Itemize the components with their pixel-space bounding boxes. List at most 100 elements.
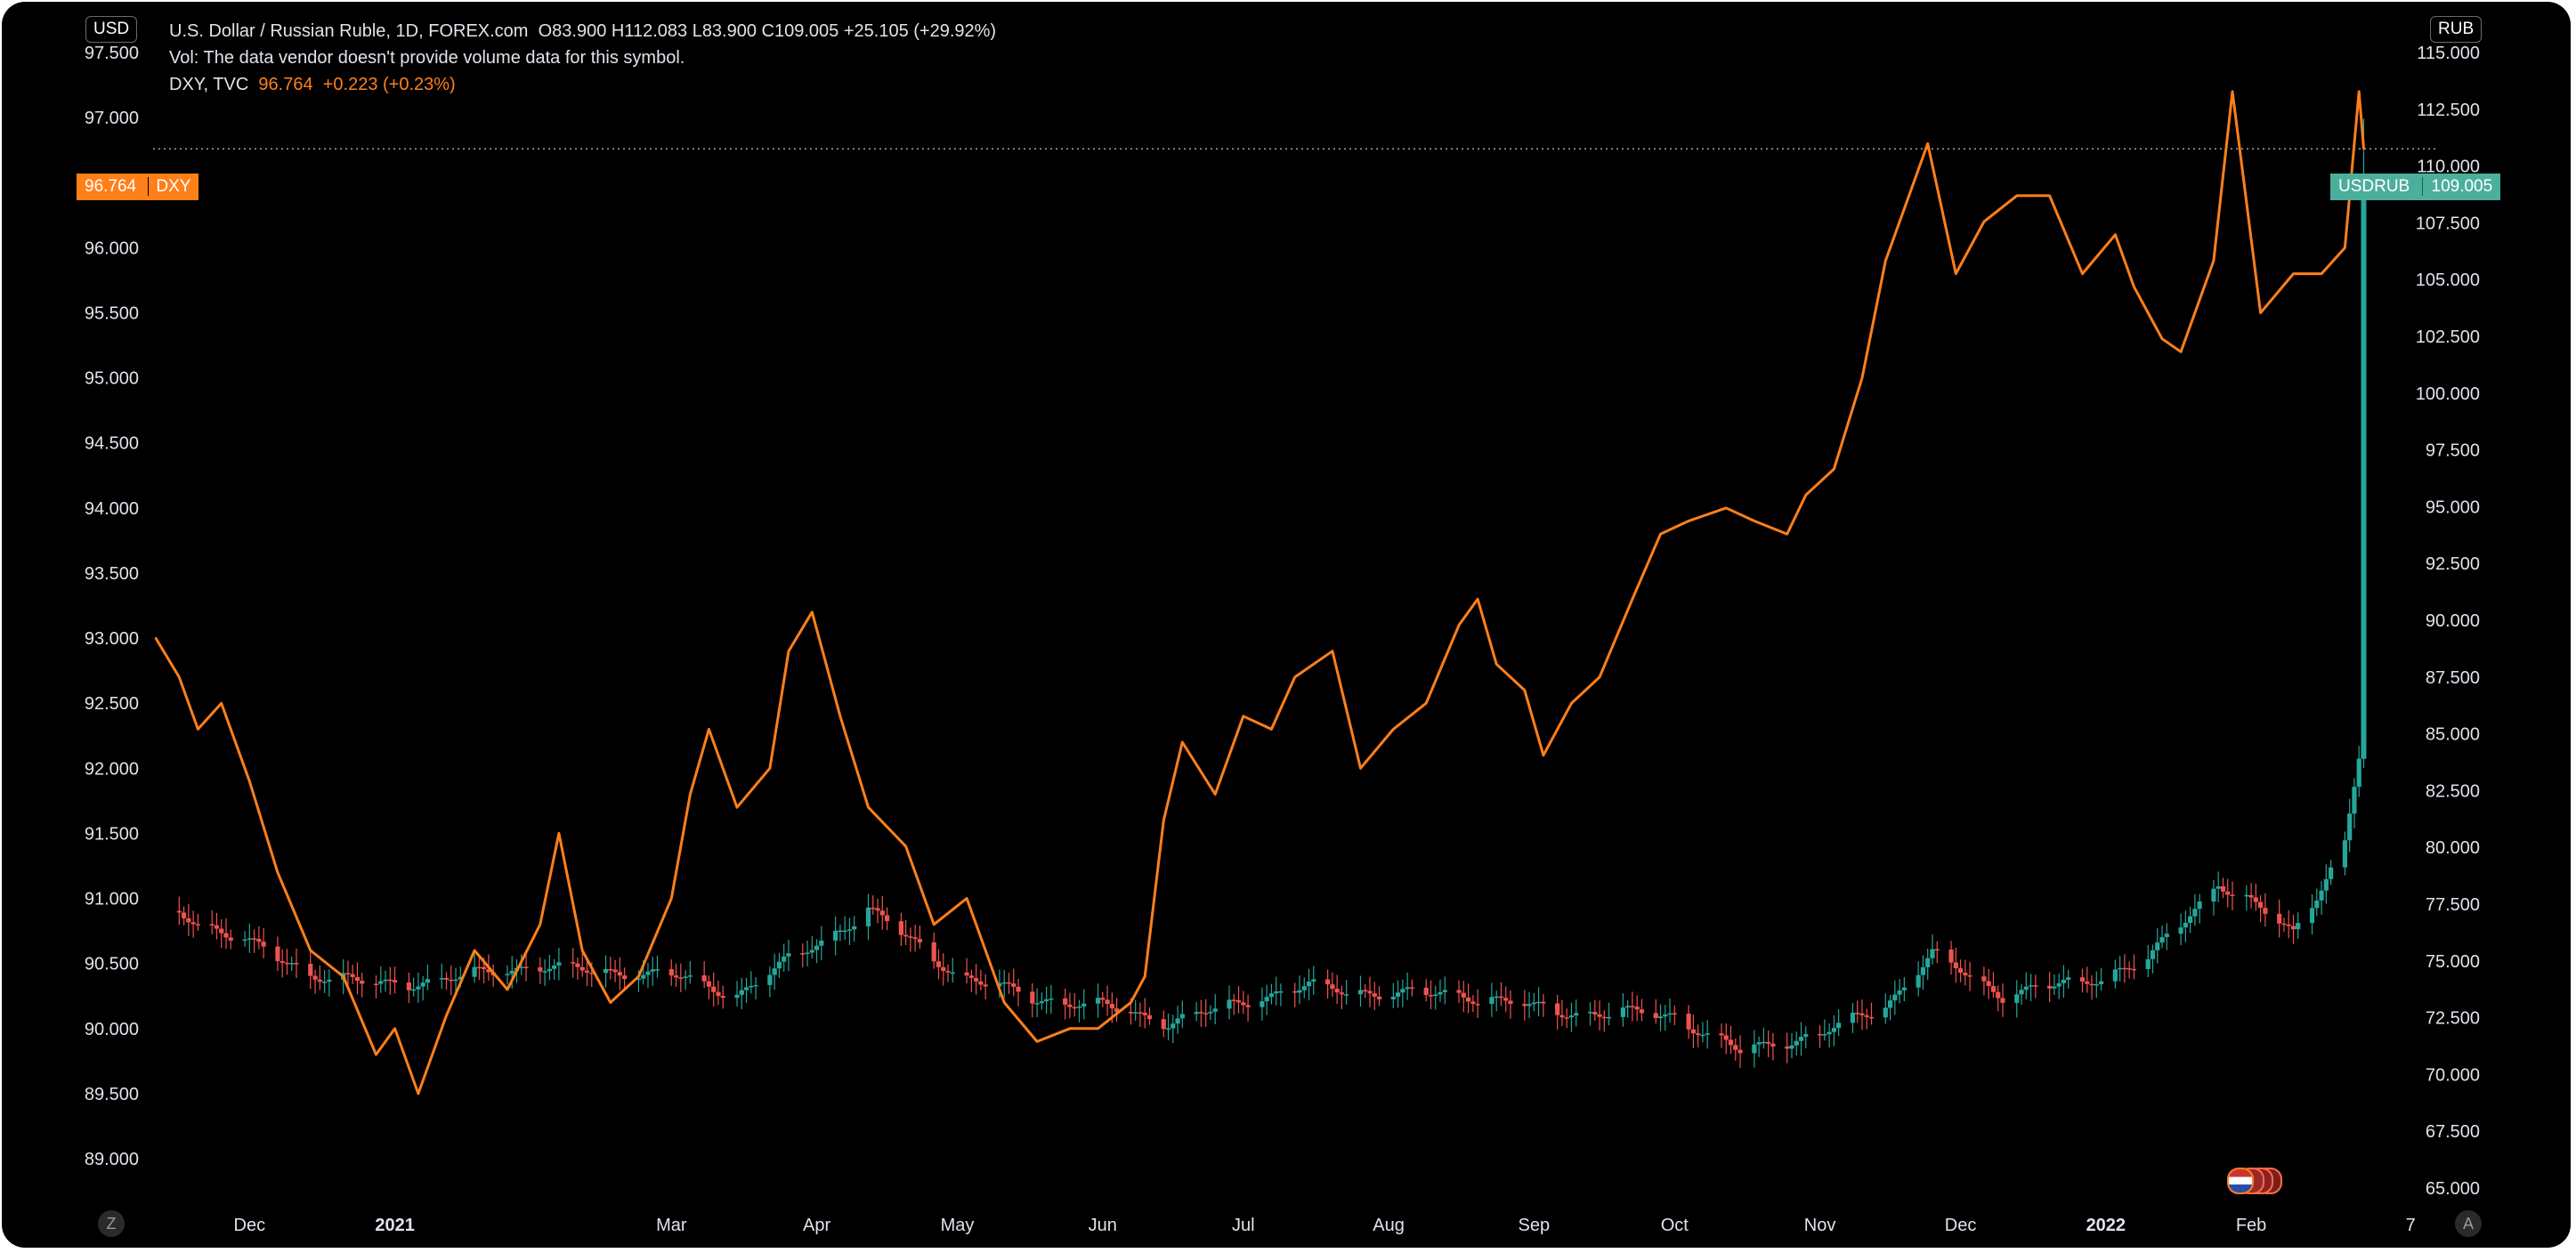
left-axis-tick-label: 95.000 bbox=[85, 369, 139, 389]
usdrub-candle bbox=[720, 996, 725, 998]
usdrub-candle bbox=[1039, 1001, 1044, 1004]
usdrub-candle bbox=[1723, 1035, 1729, 1040]
zoom-button[interactable]: Z bbox=[98, 1210, 125, 1237]
usdrub-candle bbox=[1574, 1013, 1579, 1016]
auto-scale-button[interactable]: A bbox=[2455, 1210, 2482, 1237]
usdrub-price-label: USDRUB 109.005 bbox=[2330, 174, 2501, 200]
usdrub-candle bbox=[1568, 1015, 1575, 1018]
usdrub-candle bbox=[1667, 1013, 1673, 1015]
dxy-price-value: 96.764 bbox=[85, 177, 137, 196]
usdrub-candle bbox=[2164, 934, 2169, 937]
usdrub-candle bbox=[387, 979, 393, 982]
right-currency-pill[interactable]: RUB bbox=[2430, 16, 2483, 43]
x-axis-tick-label: Apr bbox=[803, 1216, 830, 1235]
usdrub-candle bbox=[453, 979, 458, 982]
dxy-point bbox=[1570, 701, 1573, 705]
usdrub-candle bbox=[2319, 890, 2324, 901]
zoom-button-label: Z bbox=[106, 1215, 117, 1233]
usdrub-candle bbox=[2248, 894, 2254, 898]
dxy-point bbox=[197, 728, 199, 731]
usdrub-candle bbox=[1179, 1014, 1185, 1019]
dxy-point bbox=[787, 650, 790, 652]
usdrub-candle bbox=[1100, 998, 1106, 1000]
usdrub-candle bbox=[1948, 949, 1954, 963]
usdrub-candle bbox=[579, 966, 585, 971]
usdrub-candle bbox=[1324, 979, 1331, 985]
usdrub-candle bbox=[1030, 991, 1035, 1004]
dxy-point bbox=[557, 832, 561, 835]
usdrub-candle bbox=[1165, 1028, 1171, 1031]
usdrub-candle bbox=[2296, 923, 2301, 930]
left-currency-pill[interactable]: USD bbox=[85, 16, 138, 43]
dxy-price-name: DXY bbox=[148, 177, 191, 196]
usdrub-candle bbox=[786, 953, 791, 957]
usdrub-candle bbox=[1006, 982, 1012, 984]
usdrub-candle bbox=[903, 934, 909, 937]
usdrub-candle bbox=[879, 910, 885, 916]
usdrub-candle bbox=[2230, 894, 2235, 896]
dxy-point bbox=[2292, 272, 2295, 275]
usdrub-candle bbox=[439, 978, 444, 980]
usdrub-candle bbox=[1892, 994, 1898, 1001]
usdrub-candle bbox=[983, 984, 988, 987]
usdrub-candle bbox=[852, 926, 857, 930]
left-axis-tick-label: 89.500 bbox=[85, 1085, 139, 1104]
usdrub-candle bbox=[1817, 1033, 1823, 1036]
usdrub-candle bbox=[1672, 1013, 1677, 1015]
usdrub-candle bbox=[2094, 983, 2099, 986]
dxy-point bbox=[248, 780, 251, 783]
usdrub-candle bbox=[1494, 996, 1499, 998]
right-axis-tick-label: 100.000 bbox=[2416, 384, 2480, 404]
dxy-point bbox=[838, 715, 842, 717]
dxy-point bbox=[473, 949, 476, 952]
usdrub-candle bbox=[1559, 1015, 1565, 1018]
dxy-point bbox=[417, 1092, 420, 1095]
usdrub-candle bbox=[1146, 1015, 1153, 1020]
usdrub-candle bbox=[1555, 1003, 1560, 1015]
ohlc-values: O83.900 H112.083 L83.900 C109.005 +25.10… bbox=[538, 21, 997, 41]
usdrub-candle bbox=[898, 921, 903, 935]
usdrub-candle bbox=[819, 940, 824, 946]
dxy-point bbox=[309, 949, 312, 952]
x-axis-tick-label: Sep bbox=[1519, 1216, 1551, 1235]
x-axis-tick-label: 7 bbox=[2406, 1216, 2416, 1235]
usdrub-candle bbox=[2290, 926, 2297, 930]
usdrub-candle bbox=[1901, 987, 1907, 990]
left-axis-tick-label: 93.000 bbox=[85, 629, 139, 649]
right-axis-tick-label: 115.000 bbox=[2417, 44, 2480, 63]
usdrub-candle bbox=[2183, 922, 2188, 928]
usdrub-candle bbox=[312, 975, 318, 980]
dxy-point bbox=[2160, 337, 2164, 340]
usdrub-candle bbox=[622, 975, 628, 980]
usdrub-candle bbox=[1498, 996, 1504, 998]
usdrub-candle bbox=[2258, 901, 2264, 909]
usdrub-candle bbox=[1887, 1000, 1893, 1008]
usdrub-candle bbox=[1227, 999, 1232, 1009]
usdrub-candle bbox=[247, 938, 252, 940]
dxy-point bbox=[2133, 286, 2135, 288]
dxy-point bbox=[1687, 520, 1690, 522]
dxy-point bbox=[2344, 247, 2346, 249]
usdrub-candle bbox=[650, 969, 655, 972]
usdrub-candle bbox=[1423, 987, 1429, 996]
usdrub-candle bbox=[476, 966, 482, 969]
events-flags-icon[interactable] bbox=[2224, 1164, 2284, 1196]
dxy-point bbox=[1659, 532, 1662, 536]
usdrub-candle bbox=[472, 966, 477, 977]
dxy-point bbox=[1003, 1001, 1006, 1004]
usdrub-candle bbox=[383, 979, 388, 982]
usdrub-candle bbox=[1241, 1002, 1246, 1006]
usdrub-candle bbox=[1789, 1045, 1794, 1049]
usdrub-candle bbox=[571, 962, 576, 964]
usdrub-candle bbox=[1916, 974, 1921, 988]
usdrub-candle bbox=[1868, 1016, 1875, 1019]
usdrub-candle bbox=[308, 964, 313, 976]
dxy-point bbox=[2212, 259, 2216, 263]
right-axis-tick-label: 77.500 bbox=[2426, 895, 2480, 915]
usdrub-candle bbox=[1639, 1009, 1645, 1014]
usdrub-candle bbox=[2356, 758, 2361, 788]
usdrub-candle bbox=[908, 936, 913, 938]
usdrub-candle bbox=[701, 975, 707, 982]
